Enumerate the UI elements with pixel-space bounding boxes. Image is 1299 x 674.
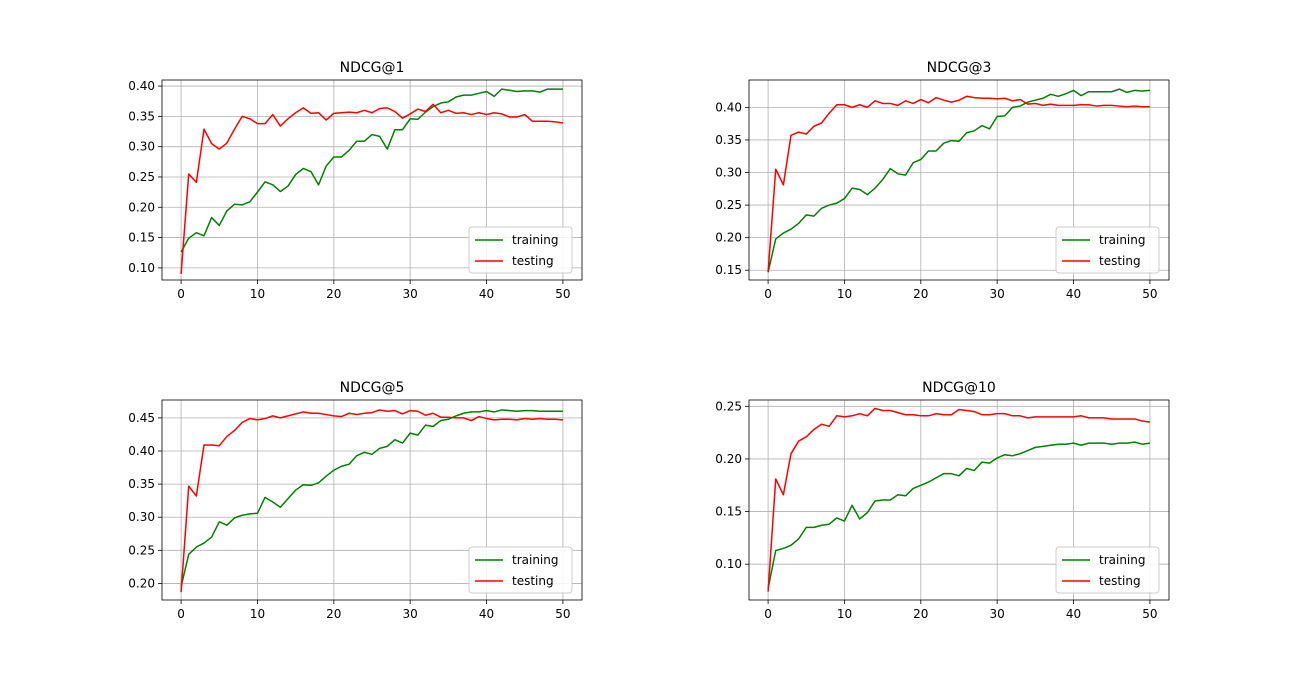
x-tick-label: 10 — [250, 287, 265, 301]
x-tick-label: 50 — [555, 607, 570, 621]
y-tick-label: 0.30 — [715, 166, 742, 180]
y-tick-label: 0.25 — [128, 543, 155, 557]
subplot-title: NDCG@3 — [927, 60, 992, 76]
x-tick-label: 30 — [403, 607, 418, 621]
y-tick-label: 0.40 — [128, 444, 155, 458]
series-line-testing — [767, 95, 1150, 273]
y-tick-label: 0.30 — [128, 140, 155, 154]
series-line-training — [767, 88, 1150, 273]
legend-label-testing: testing — [1099, 254, 1141, 268]
x-tick-label: 20 — [913, 287, 928, 301]
x-tick-label: 0 — [764, 607, 772, 621]
x-tick-label: 30 — [990, 607, 1005, 621]
legend: training testing — [1055, 546, 1160, 594]
y-tick-label: 0.40 — [128, 79, 155, 93]
series-line-training — [767, 441, 1151, 589]
axes-frame — [748, 399, 1170, 601]
y-tick-label: 0.20 — [715, 231, 742, 245]
series-line-testing — [180, 103, 564, 274]
subplot-3: 0 10 20 30 40 50 0.20 0.25 0.30 0.35 0.40 0.45 NDCG@… — [128, 380, 583, 621]
x-tick-label: 10 — [837, 287, 852, 301]
legend-label-training: training — [1099, 553, 1146, 567]
y-tick-label: 0.35 — [128, 109, 155, 123]
legend-label-training: training — [512, 553, 559, 567]
series-line-training — [180, 409, 563, 587]
x-tick-label: 40 — [479, 607, 494, 621]
series-line-testing — [767, 407, 1151, 592]
legend: training testing — [468, 546, 573, 594]
y-tick-label: 0.15 — [128, 231, 155, 245]
subplot-2: 0 10 20 30 40 50 0.15 0.20 0.25 0.30 0.35 0.40 NDCG@… — [715, 60, 1170, 301]
x-tick-label: 50 — [555, 287, 570, 301]
y-tick-label: 0.25 — [715, 399, 742, 413]
x-tick-label: 40 — [1066, 287, 1081, 301]
x-tick-label: 0 — [177, 607, 185, 621]
legend-label-training: training — [1099, 233, 1146, 247]
x-tick-label: 50 — [1142, 607, 1157, 621]
subplot-title: NDCG@10 — [922, 380, 996, 396]
x-tick-label: 10 — [250, 607, 265, 621]
y-tick-label: 0.20 — [715, 452, 742, 466]
y-tick-label: 0.45 — [128, 411, 155, 425]
y-tick-label: 0.10 — [128, 261, 155, 275]
y-tick-label: 0.25 — [715, 198, 742, 212]
legend: training testing — [468, 226, 573, 274]
y-tick-label: 0.35 — [128, 477, 155, 491]
y-tick-label: 0.10 — [715, 557, 742, 571]
legend-label-training: training — [512, 233, 559, 247]
y-tick-label: 0.40 — [715, 100, 742, 114]
subplot-title: NDCG@5 — [340, 380, 405, 396]
x-tick-label: 10 — [837, 607, 852, 621]
subplot-1: 0 10 20 30 40 50 0.10 0.15 0.20 0.25 0.30 0.35 0.40 N… — [128, 60, 583, 301]
x-tick-label: 20 — [326, 607, 341, 621]
x-tick-label: 50 — [1142, 287, 1157, 301]
y-tick-label: 0.20 — [128, 200, 155, 214]
x-tick-label: 40 — [479, 287, 494, 301]
x-tick-label: 20 — [326, 287, 341, 301]
x-tick-label: 0 — [177, 287, 185, 301]
subplot-title: NDCG@1 — [340, 60, 405, 76]
y-tick-label: 0.35 — [715, 133, 742, 147]
series-line-testing — [180, 409, 563, 593]
axes-frame — [161, 79, 583, 281]
y-tick-label: 0.25 — [128, 170, 155, 184]
x-tick-label: 30 — [990, 287, 1005, 301]
y-tick-label: 0.20 — [128, 576, 155, 590]
y-tick-label: 0.15 — [715, 263, 742, 277]
subplot-4: 0 10 20 30 40 50 0.10 0.15 0.20 0.25 NDCG@10 traini… — [715, 380, 1170, 621]
legend-label-testing: testing — [512, 254, 554, 268]
series-line-training — [180, 88, 563, 253]
x-tick-label: 30 — [403, 287, 418, 301]
legend-label-testing: testing — [512, 574, 554, 588]
legend-label-testing: testing — [1099, 574, 1141, 588]
x-tick-label: 40 — [1066, 607, 1081, 621]
y-tick-label: 0.15 — [715, 505, 742, 519]
axes-frame — [748, 79, 1170, 281]
legend: training testing — [1055, 226, 1160, 274]
x-tick-label: 20 — [913, 607, 928, 621]
x-tick-label: 0 — [764, 287, 772, 301]
axes-frame — [161, 399, 583, 601]
y-tick-label: 0.30 — [128, 510, 155, 524]
